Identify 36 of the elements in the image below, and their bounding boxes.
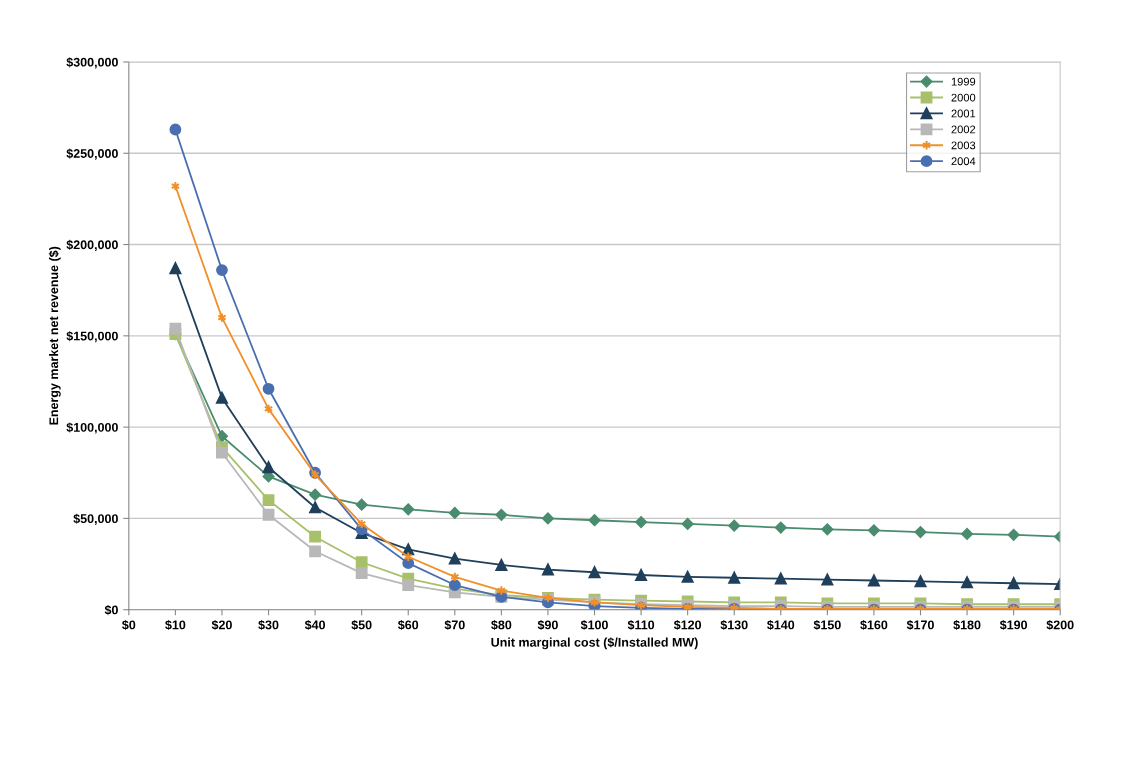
- x-tick-label: $20: [211, 619, 232, 631]
- x-tick-label: $0: [122, 619, 136, 631]
- x-tick-label: $190: [999, 619, 1028, 631]
- y-tick-label: $300,000: [66, 57, 118, 69]
- x-tick-label: $120: [673, 619, 702, 631]
- x-tick-label: $170: [906, 619, 934, 631]
- x-tick-label: $30: [258, 619, 279, 631]
- x-tick-label: $70: [444, 619, 465, 631]
- y-tick-label: $250,000: [66, 148, 118, 160]
- y-axis-title: Energy market net revenue ($): [48, 246, 61, 425]
- x-tick-label: $180: [953, 619, 981, 631]
- x-tick-label: $40: [304, 619, 326, 631]
- x-tick-label: $150: [813, 619, 841, 631]
- x-tick-label: $160: [860, 619, 888, 631]
- x-tick-label: $90: [537, 619, 558, 631]
- y-tick-label: $150,000: [66, 331, 118, 343]
- x-tick-label: $10: [165, 619, 186, 631]
- y-tick-label: $200,000: [66, 239, 118, 252]
- legend-label: 2000: [951, 93, 976, 102]
- legend-label: 2002: [951, 125, 976, 134]
- x-tick-label: $80: [491, 619, 512, 631]
- y-tick-label: $100,000: [66, 422, 118, 434]
- legend-label: 2003: [951, 141, 976, 150]
- x-tick-label: $60: [397, 619, 419, 631]
- legend-label: 2004: [951, 157, 976, 166]
- x-axis-title: Unit marginal cost ($/Installed MW): [491, 637, 698, 650]
- y-tick-label: $50,000: [73, 513, 118, 525]
- y-tick-label: $0: [104, 604, 118, 616]
- legend-label: 2001: [951, 109, 976, 118]
- x-tick-label: $200: [1046, 619, 1074, 631]
- x-tick-label: $100: [580, 619, 608, 631]
- x-tick-label: $140: [767, 619, 795, 631]
- legend-label: 1999: [951, 77, 976, 86]
- x-tick-label: $50: [351, 619, 372, 631]
- x-tick-label: $130: [720, 619, 748, 631]
- x-tick-label: $110: [627, 619, 655, 631]
